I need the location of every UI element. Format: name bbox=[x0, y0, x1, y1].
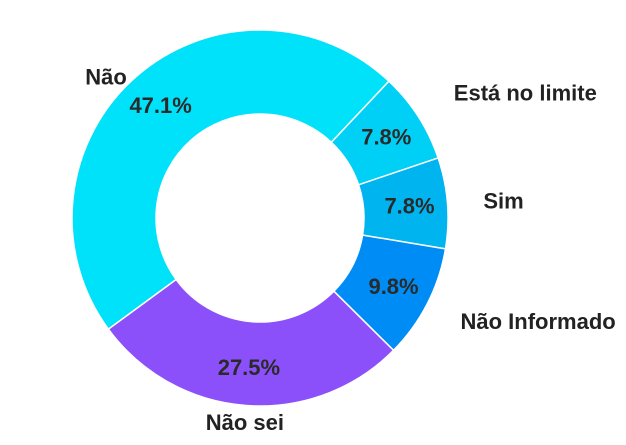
category-label-sim: Sim bbox=[483, 189, 523, 214]
value-label-sim: 7.8% bbox=[384, 194, 434, 219]
value-label-nao: 47.1% bbox=[129, 93, 191, 118]
slices bbox=[71, 29, 449, 407]
value-label-esta-no-limite: 7.8% bbox=[361, 125, 411, 150]
category-label-esta-no-limite: Está no limite bbox=[454, 80, 597, 105]
slice-nao bbox=[71, 29, 390, 331]
value-label-nao-sei: 27.5% bbox=[218, 355, 280, 380]
category-label-nao-informado: Não Informado bbox=[461, 309, 616, 334]
value-label-nao-informado: 9.8% bbox=[368, 274, 418, 299]
labels: 47.1%Não 7.8% Está no limite 7.8% Sim 9.8% Não… bbox=[85, 64, 615, 435]
category-label-nao: Não bbox=[85, 64, 127, 89]
category-label-nao-sei: Não sei bbox=[206, 410, 284, 435]
slice-nao-sei bbox=[107, 278, 395, 407]
